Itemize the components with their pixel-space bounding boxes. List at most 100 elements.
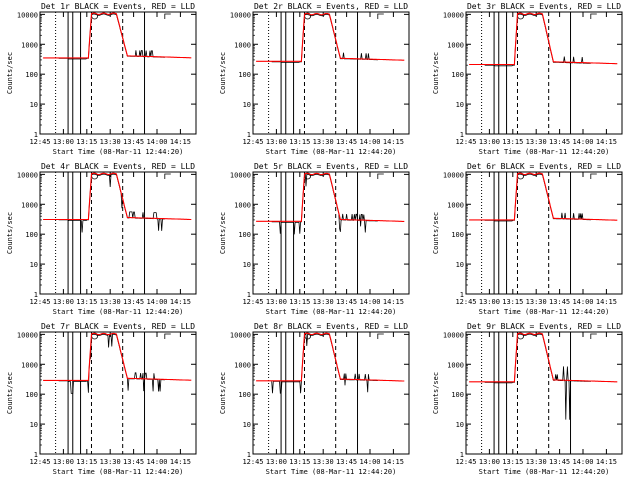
detector-panel-5: Det 5r BLACK = Events, RED = LLD 1 10 100 10… xyxy=(219,162,410,316)
x-tick-label: 13:30 xyxy=(526,298,547,306)
x-tick-label: 13:30 xyxy=(100,458,121,466)
events-series-line xyxy=(484,173,591,222)
x-tick-label: 13:15 xyxy=(502,138,523,146)
x-tick-label: 12:45 xyxy=(242,458,263,466)
x-tick-label: 13:45 xyxy=(123,458,144,466)
y-tick-label: 10 xyxy=(30,261,38,269)
y-tick-label: 10000 xyxy=(443,171,464,179)
y-tick-label: 100 xyxy=(451,231,464,239)
lld-series-line xyxy=(43,332,192,381)
x-axis-label: Start Time (08-Mar-11 12:44:20) xyxy=(266,308,397,316)
plot-frame xyxy=(39,331,197,455)
y-tick-label: 100 xyxy=(238,71,251,79)
marker-bracket-icon xyxy=(164,333,171,339)
x-tick-label: 13:30 xyxy=(526,138,547,146)
y-tick-label: 1 xyxy=(34,131,38,139)
y-axis-label: Counts/sec xyxy=(219,372,227,414)
y-tick-label: 10 xyxy=(456,421,464,429)
detector-panel-9: Det 9r BLACK = Events, RED = LLD 1 10 100 10… xyxy=(432,322,623,476)
x-tick-label: 12:45 xyxy=(455,138,476,146)
lld-series-line xyxy=(43,12,192,59)
x-tick-label: 14:00 xyxy=(359,138,380,146)
x-tick-label: 14:00 xyxy=(572,138,593,146)
x-tick-label: 14:15 xyxy=(170,298,191,306)
x-tick-label: 13:00 xyxy=(266,298,287,306)
plot-frame xyxy=(465,11,623,135)
panel-title: Det 6r BLACK = Events, RED = LLD xyxy=(467,162,621,171)
x-axis-label: Start Time (08-Mar-11 12:44:20) xyxy=(53,308,184,316)
marker-bracket-icon xyxy=(377,173,384,179)
x-tick-label: 13:00 xyxy=(479,138,500,146)
panel-title: Det 2r BLACK = Events, RED = LLD xyxy=(254,2,408,11)
y-axis-label: Counts/sec xyxy=(219,52,227,94)
y-tick-label: 10 xyxy=(243,421,251,429)
y-tick-label: 100 xyxy=(238,391,251,399)
x-tick-label: 14:15 xyxy=(170,458,191,466)
y-tick-label: 10 xyxy=(30,101,38,109)
y-tick-label: 1 xyxy=(247,291,251,299)
x-tick-label: 13:15 xyxy=(76,138,97,146)
plot-frame xyxy=(39,171,197,295)
y-tick-label: 100 xyxy=(25,71,38,79)
marker-bracket-icon xyxy=(590,333,597,339)
x-tick-label: 12:45 xyxy=(29,298,50,306)
x-tick-label: 13:30 xyxy=(100,298,121,306)
x-tick-label: 14:15 xyxy=(383,138,404,146)
x-axis-label: Start Time (08-Mar-11 12:44:20) xyxy=(53,468,184,476)
x-tick-label: 13:45 xyxy=(336,298,357,306)
y-tick-label: 10000 xyxy=(230,331,251,339)
x-tick-label: 13:30 xyxy=(313,458,334,466)
y-axis-label: Counts/sec xyxy=(432,372,440,414)
panel-title: Det 4r BLACK = Events, RED = LLD xyxy=(41,162,195,171)
plot-frame xyxy=(252,171,410,295)
x-tick-label: 13:15 xyxy=(289,298,310,306)
detector-panel-8: Det 8r BLACK = Events, RED = LLD 1 10 100 10… xyxy=(219,322,410,476)
plot-frame xyxy=(39,11,197,135)
x-tick-label: 14:15 xyxy=(596,298,617,306)
x-tick-label: 14:00 xyxy=(572,458,593,466)
x-tick-label: 13:00 xyxy=(53,298,74,306)
y-tick-label: 10000 xyxy=(17,171,38,179)
y-tick-label: 1000 xyxy=(447,201,464,209)
lld-series-line xyxy=(256,172,405,222)
x-tick-label: 14:00 xyxy=(146,298,167,306)
lld-series-line xyxy=(469,12,618,66)
y-tick-label: 1000 xyxy=(21,361,38,369)
y-tick-label: 1 xyxy=(460,291,464,299)
events-series-line xyxy=(58,13,165,60)
lld-series-line xyxy=(256,332,405,382)
detector-panel-7: Det 7r BLACK = Events, RED = LLD 1 10 100 10… xyxy=(6,322,197,476)
y-axis-label: Counts/sec xyxy=(432,52,440,94)
plot-frame xyxy=(465,331,623,455)
x-tick-label: 13:15 xyxy=(289,458,310,466)
plot-frame xyxy=(252,331,410,455)
x-tick-label: 14:00 xyxy=(572,298,593,306)
x-tick-label: 12:45 xyxy=(29,458,50,466)
y-tick-label: 100 xyxy=(238,231,251,239)
x-tick-label: 12:45 xyxy=(455,458,476,466)
x-tick-label: 12:45 xyxy=(455,298,476,306)
marker-bracket-icon xyxy=(164,173,171,179)
y-tick-label: 100 xyxy=(451,71,464,79)
x-tick-label: 13:45 xyxy=(123,138,144,146)
events-series-line xyxy=(271,333,378,394)
y-tick-label: 10000 xyxy=(443,11,464,19)
detector-panel-6: Det 6r BLACK = Events, RED = LLD 1 10 100 10… xyxy=(432,162,623,316)
panel-title: Det 7r BLACK = Events, RED = LLD xyxy=(41,322,195,331)
panel-title: Det 9r BLACK = Events, RED = LLD xyxy=(467,322,621,331)
detector-panel-3: Det 3r BLACK = Events, RED = LLD 1 10 100 10… xyxy=(432,2,623,156)
panel-title: Det 5r BLACK = Events, RED = LLD xyxy=(254,162,408,171)
events-series-line xyxy=(58,173,165,233)
detector-panel-4: Det 4r BLACK = Events, RED = LLD 1 10 100 10… xyxy=(6,162,197,316)
x-tick-label: 12:45 xyxy=(242,138,263,146)
lld-series-line xyxy=(256,12,405,62)
x-tick-label: 13:45 xyxy=(336,138,357,146)
y-tick-label: 10000 xyxy=(230,11,251,19)
y-tick-label: 10000 xyxy=(230,171,251,179)
y-tick-label: 1000 xyxy=(447,41,464,49)
x-tick-label: 13:30 xyxy=(313,138,334,146)
marker-bracket-icon xyxy=(590,173,597,179)
x-tick-label: 13:00 xyxy=(53,138,74,146)
x-tick-label: 14:00 xyxy=(146,458,167,466)
